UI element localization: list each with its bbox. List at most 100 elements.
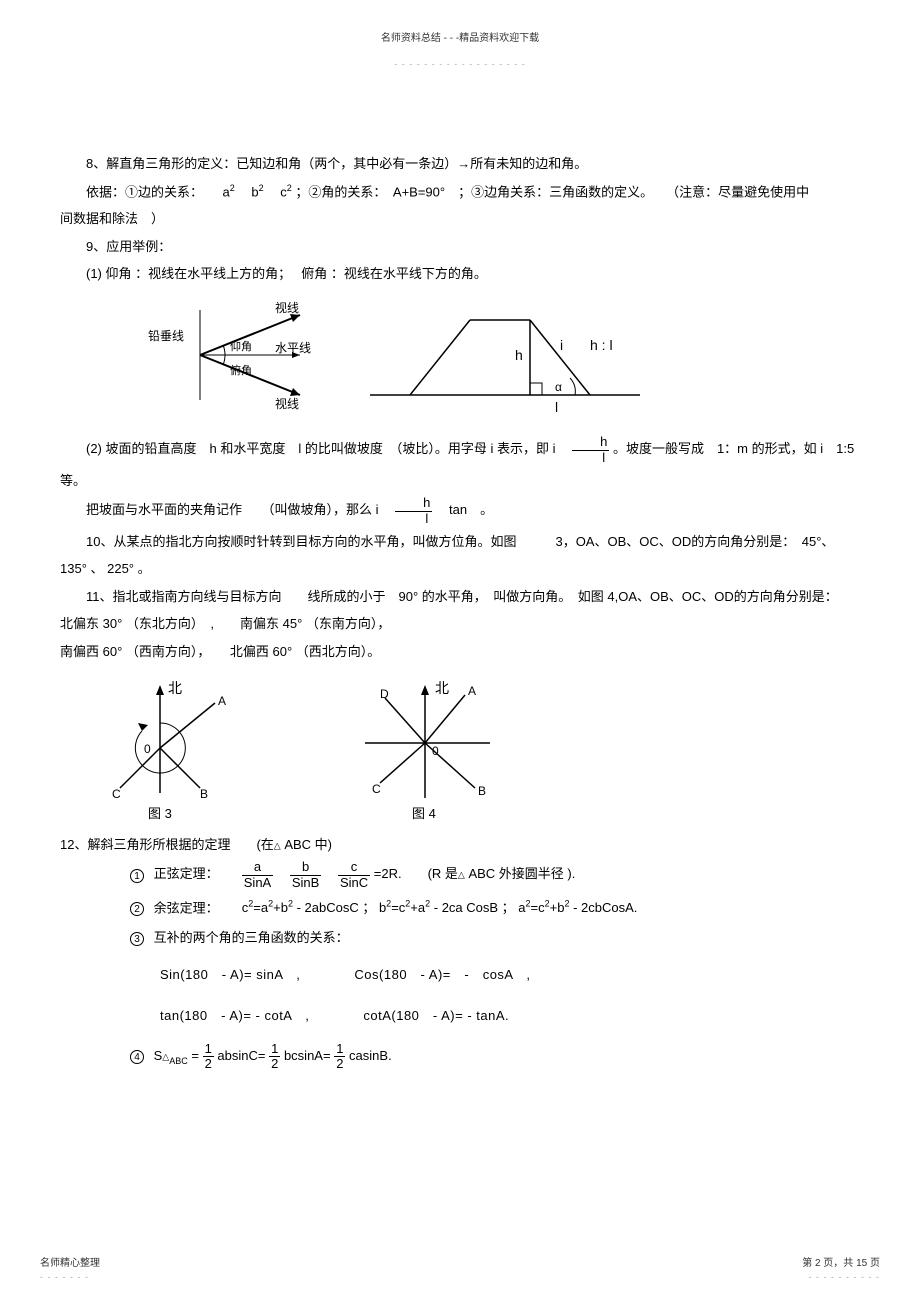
frac: h l xyxy=(572,435,609,465)
t: 余弦定理： xyxy=(154,900,213,915)
footer-dots-r: - - - - - - - - - - xyxy=(809,1269,880,1285)
num: c xyxy=(338,860,370,875)
frac: h l xyxy=(395,496,432,526)
num: b xyxy=(290,860,321,875)
svg-text:C: C xyxy=(372,782,381,796)
t: 12、解斜三角形所根据的定理 (在 xyxy=(60,837,274,852)
svg-text:α: α xyxy=(555,380,562,394)
den: l xyxy=(572,451,609,465)
t: =2R. (R 是 xyxy=(374,867,458,882)
main-content: 8、解直角三角形的定义：已知边和角（两个，其中必有一条边）→所有未知的边和角。 … xyxy=(40,152,880,1071)
item-4: 4 S△ABC = 12 absinC= 12 bcsinA= 12 casin… xyxy=(60,1042,860,1072)
svg-text:0: 0 xyxy=(144,742,151,756)
num: 1 xyxy=(334,1042,345,1057)
svg-text:B: B xyxy=(478,784,486,798)
svg-text:视线: 视线 xyxy=(275,300,299,315)
t: S xyxy=(154,1048,163,1063)
p8-line3: 间数据和除法 ） xyxy=(60,207,860,230)
frac: 12 xyxy=(203,1042,214,1072)
item-2: 2 余弦定理： c2=a2+b2 - 2abCosC ； b2=c2+a2 - … xyxy=(60,896,860,920)
frac: cSinC xyxy=(338,860,370,890)
p8-line2: 依据：①边的关系： a2 b2 c2 ；②角的关系： A+B=90° ；③边角关… xyxy=(60,180,860,204)
p10b: 135° 、 225° 。 xyxy=(60,557,860,580)
page-header-dots: - - - - - - - - - - - - - - - - - - xyxy=(40,56,880,72)
svg-text:仰角: 仰角 xyxy=(230,339,252,353)
t: 依据：①边的关系： a xyxy=(86,184,230,199)
svg-text:图 4: 图 4 xyxy=(412,806,436,821)
t: (2) 坡面的铅直高度 h 和水平宽度 l 的比叫做坡度 （坡比）。用字母 i … xyxy=(86,442,568,457)
t: 把坡面与水平面的夹角记作 （叫做坡角），那么 i xyxy=(86,503,392,518)
den: SinC xyxy=(338,876,370,890)
footer-dots-l: - - - - - - - xyxy=(40,1269,89,1285)
angle-diagram: 铅垂线 视线 仰角 水平线 俯角 视线 xyxy=(100,300,320,420)
t: bcsinA= xyxy=(284,1048,334,1063)
t: 正弦定理： xyxy=(154,867,213,882)
circled-4-icon: 4 xyxy=(130,1050,144,1064)
num: a xyxy=(242,860,273,875)
frac: bSinB xyxy=(290,860,321,890)
t: casinB. xyxy=(349,1048,392,1063)
t: ；②角的关系： A+B=90° ；③边角关系：三角函数的定义。 （注意：尽量避免… xyxy=(295,184,809,199)
svg-text:俯角: 俯角 xyxy=(230,363,252,377)
svg-text:图 3: 图 3 xyxy=(148,806,172,821)
svg-text:铅垂线: 铅垂线 xyxy=(148,329,184,343)
svg-text:A: A xyxy=(218,694,226,708)
item-1: 1 正弦定理： aSinA bSinB cSinC =2R. (R 是△ ABC… xyxy=(60,860,860,890)
svg-text:视线: 视线 xyxy=(275,396,299,411)
p8-line1: 8、解直角三角形的定义：已知边和角（两个，其中必有一条边）→所有未知的边和角。 xyxy=(60,152,860,175)
t: 互补的两个角的三角函数的关系： xyxy=(154,930,349,945)
frac: 12 xyxy=(269,1042,280,1072)
den: 2 xyxy=(203,1057,214,1071)
num: h xyxy=(572,435,609,450)
circled-3-icon: 3 xyxy=(130,932,144,946)
item-3-l1: Sin(180 - A)= sinA , Cos(180 - A)= - cos… xyxy=(60,963,860,986)
t: tan 。 xyxy=(436,503,493,518)
p11a: 11、指北或指南方向线与目标方向 线所成的小于 90° 的水平角， 叫做方向角。… xyxy=(60,585,860,608)
circled-2-icon: 2 xyxy=(130,902,144,916)
svg-text:北: 北 xyxy=(168,680,182,696)
svg-text:h : l: h : l xyxy=(590,337,613,353)
item-3-l2: tan(180 - A)= - cotA , cotA(180 - A)= - … xyxy=(60,1004,860,1027)
p11c: 南偏西 60° （西南方向）， 北偏西 60° （西北方向）。 xyxy=(60,640,860,663)
circled-1-icon: 1 xyxy=(130,869,144,883)
den: SinB xyxy=(290,876,321,890)
page-header-title: 名师资料总结 - - -精品资料欢迎下载 xyxy=(40,30,880,48)
den: 2 xyxy=(269,1057,280,1071)
num: h xyxy=(395,496,432,511)
svg-text:i: i xyxy=(560,337,563,353)
svg-text:B: B xyxy=(200,787,208,801)
page-footer-dots: - - - - - - - - - - - - - - - - - xyxy=(40,1269,880,1285)
svg-text:C: C xyxy=(112,787,121,801)
triangle-icon: △ xyxy=(274,840,281,850)
triangle-icon: △ xyxy=(458,870,465,880)
p9-1: (1) 仰角 ：视线在水平线上方的角； 俯角 ：视线在水平线下方的角。 xyxy=(60,262,860,285)
cosine-text: c2=a2+b2 - 2abCosC ； b2=c2+a2 - 2ca CosB… xyxy=(242,900,638,915)
sub: ABC xyxy=(169,1056,188,1066)
frac: aSinA xyxy=(242,860,273,890)
slope-diagram: h i h : l α l xyxy=(360,300,660,420)
svg-text:h: h xyxy=(515,347,523,363)
num: 1 xyxy=(203,1042,214,1057)
p9-3: 把坡面与水平面的夹角记作 （叫做坡角），那么 i h l tan 。 xyxy=(60,496,860,526)
figure-row: 北 A 0 B C 图 3 北 D A 0 B C 图 4 xyxy=(100,673,860,823)
p11b: 北偏东 30° （东北方向） , 南偏东 45° （东南方向）， xyxy=(60,612,860,635)
item-3: 3 互补的两个角的三角函数的关系： xyxy=(60,926,860,949)
t: ABC 外接圆半径 ). xyxy=(465,867,576,882)
den: 2 xyxy=(334,1057,345,1071)
den: SinA xyxy=(242,876,273,890)
svg-text:A: A xyxy=(468,684,476,698)
figure-3: 北 A 0 B C 图 3 xyxy=(100,673,230,823)
t: absinC= xyxy=(217,1048,269,1063)
p9: 9、应用举例： xyxy=(60,235,860,258)
p9-2: (2) 坡面的铅直高度 h 和水平宽度 l 的比叫做坡度 （坡比）。用字母 i … xyxy=(60,435,860,465)
num: 1 xyxy=(269,1042,280,1057)
frac: 12 xyxy=(334,1042,345,1072)
svg-text:水平线: 水平线 xyxy=(275,341,311,355)
diagram-row-1: 铅垂线 视线 仰角 水平线 俯角 视线 h i h : l α l xyxy=(100,300,860,420)
svg-text:D: D xyxy=(380,687,389,701)
svg-text:l: l xyxy=(555,399,558,415)
p12: 12、解斜三角形所根据的定理 (在△ ABC 中) xyxy=(60,833,860,856)
t: 。坡度一般写成 1：m 的形式，如 i 1:5 xyxy=(613,442,854,457)
t: b xyxy=(238,184,258,199)
den: l xyxy=(395,512,432,526)
